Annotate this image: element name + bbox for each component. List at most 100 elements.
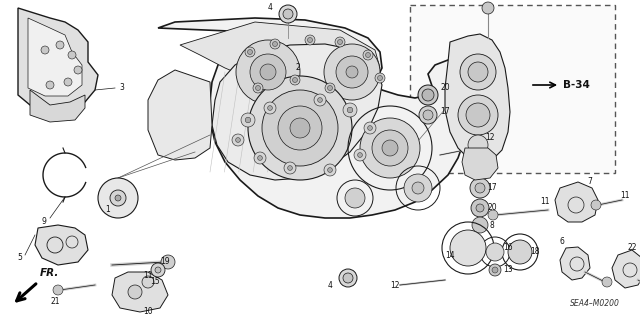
Circle shape xyxy=(307,38,312,42)
Circle shape xyxy=(422,89,434,101)
Circle shape xyxy=(287,166,292,170)
Circle shape xyxy=(314,94,326,106)
Circle shape xyxy=(471,199,489,217)
Circle shape xyxy=(335,37,345,47)
Circle shape xyxy=(98,178,138,218)
Text: 11: 11 xyxy=(540,197,550,206)
Circle shape xyxy=(358,152,362,157)
Circle shape xyxy=(591,200,601,210)
Text: 6: 6 xyxy=(559,238,564,247)
Circle shape xyxy=(46,81,54,89)
Circle shape xyxy=(378,76,383,80)
Polygon shape xyxy=(18,8,98,108)
Circle shape xyxy=(419,106,437,124)
Text: 20: 20 xyxy=(487,204,497,212)
Circle shape xyxy=(128,285,142,299)
Text: 11: 11 xyxy=(143,271,153,279)
Circle shape xyxy=(343,273,353,283)
Text: 1: 1 xyxy=(106,205,110,214)
Text: SEA4–M0200: SEA4–M0200 xyxy=(570,299,620,308)
Text: 12: 12 xyxy=(390,280,400,290)
Circle shape xyxy=(372,130,408,166)
Circle shape xyxy=(360,118,420,178)
Circle shape xyxy=(290,118,310,138)
Circle shape xyxy=(268,106,273,110)
Circle shape xyxy=(375,73,385,83)
Circle shape xyxy=(245,47,255,57)
Circle shape xyxy=(64,78,72,86)
Circle shape xyxy=(110,190,126,206)
Circle shape xyxy=(364,122,376,134)
Circle shape xyxy=(354,149,366,161)
Circle shape xyxy=(466,103,490,127)
Polygon shape xyxy=(35,225,88,265)
Circle shape xyxy=(346,66,358,78)
Circle shape xyxy=(325,83,335,93)
Circle shape xyxy=(347,107,353,113)
Circle shape xyxy=(418,85,438,105)
Circle shape xyxy=(278,106,322,150)
Circle shape xyxy=(255,85,260,91)
Polygon shape xyxy=(555,182,598,222)
Circle shape xyxy=(472,217,488,233)
Text: 13: 13 xyxy=(503,265,513,275)
Circle shape xyxy=(328,167,332,172)
Circle shape xyxy=(248,76,352,180)
Text: B-34: B-34 xyxy=(563,80,590,90)
Circle shape xyxy=(468,135,488,155)
Circle shape xyxy=(345,188,365,208)
Circle shape xyxy=(236,40,300,104)
Circle shape xyxy=(423,110,433,120)
Circle shape xyxy=(328,85,333,91)
Text: 14: 14 xyxy=(445,250,455,259)
Text: 9: 9 xyxy=(42,218,47,226)
Circle shape xyxy=(260,64,276,80)
Text: 7: 7 xyxy=(588,177,593,187)
FancyBboxPatch shape xyxy=(410,5,615,173)
Text: 21: 21 xyxy=(51,298,60,307)
Polygon shape xyxy=(30,90,85,122)
Circle shape xyxy=(270,39,280,49)
Polygon shape xyxy=(462,148,498,180)
Circle shape xyxy=(458,95,498,135)
Circle shape xyxy=(476,204,484,212)
Circle shape xyxy=(53,285,63,295)
Circle shape xyxy=(248,49,253,55)
Circle shape xyxy=(470,178,490,198)
Polygon shape xyxy=(180,22,380,90)
Circle shape xyxy=(155,267,161,273)
Polygon shape xyxy=(112,272,168,312)
Circle shape xyxy=(367,126,372,130)
Circle shape xyxy=(317,98,323,102)
Text: 4: 4 xyxy=(268,4,273,12)
Text: 3: 3 xyxy=(120,84,124,93)
Circle shape xyxy=(475,183,485,193)
Circle shape xyxy=(258,156,262,160)
Circle shape xyxy=(412,182,424,194)
Circle shape xyxy=(262,90,338,166)
Circle shape xyxy=(241,113,255,127)
Circle shape xyxy=(324,44,380,100)
Circle shape xyxy=(450,230,486,266)
Circle shape xyxy=(232,134,244,146)
Circle shape xyxy=(250,54,286,90)
Polygon shape xyxy=(612,250,640,288)
Circle shape xyxy=(273,41,278,47)
Circle shape xyxy=(161,255,175,269)
Text: 18: 18 xyxy=(531,248,540,256)
Circle shape xyxy=(365,53,371,57)
Circle shape xyxy=(336,56,368,88)
Circle shape xyxy=(486,243,504,261)
Circle shape xyxy=(68,51,76,59)
Polygon shape xyxy=(158,18,468,218)
Polygon shape xyxy=(212,44,382,180)
Circle shape xyxy=(142,276,154,288)
Circle shape xyxy=(74,66,82,74)
Circle shape xyxy=(254,152,266,164)
Circle shape xyxy=(41,46,49,54)
Polygon shape xyxy=(560,247,590,280)
Text: 8: 8 xyxy=(490,220,494,229)
Text: 19: 19 xyxy=(160,257,170,266)
Circle shape xyxy=(602,277,612,287)
Circle shape xyxy=(468,62,488,82)
